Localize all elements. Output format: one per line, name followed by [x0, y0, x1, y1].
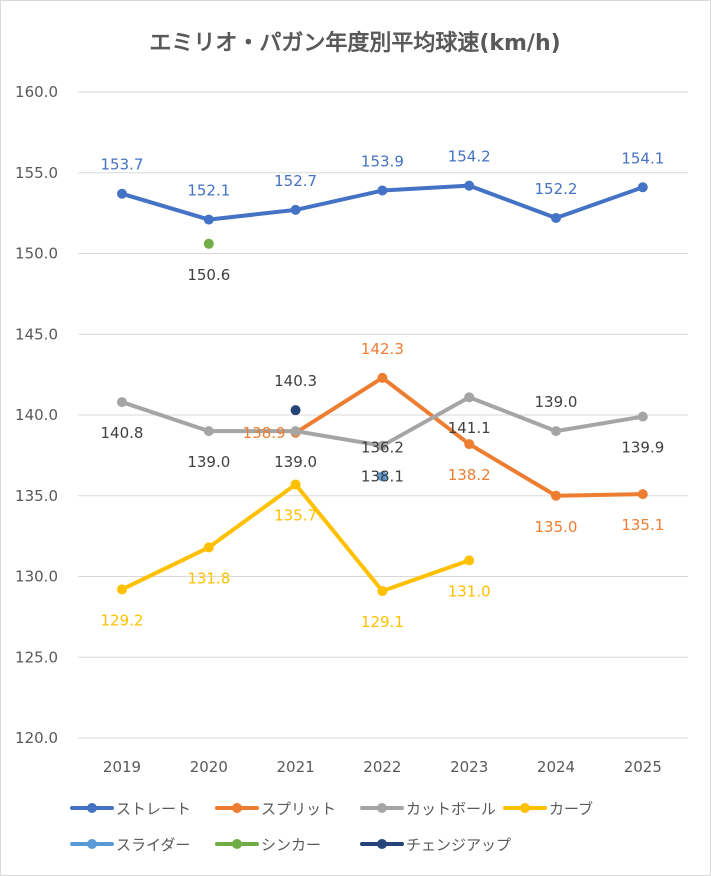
data-label: 139.9: [621, 439, 664, 457]
data-label: 150.6: [187, 266, 230, 284]
data-point[interactable]: [551, 490, 561, 501]
y-tick-label: 135.0: [15, 487, 58, 505]
y-tick-label: 125.0: [15, 648, 58, 666]
data-point[interactable]: [203, 214, 214, 225]
data-label: 135.7: [274, 506, 317, 524]
data-point[interactable]: [117, 188, 127, 199]
data-label: 139.0: [274, 453, 317, 471]
data-point[interactable]: [117, 397, 127, 408]
legend-item[interactable]: シンカー: [215, 836, 321, 854]
x-tick-label: 2024: [537, 758, 575, 776]
data-point[interactable]: [290, 204, 301, 215]
y-tick-label: 155.0: [15, 164, 58, 182]
legend-label: ストレート: [116, 800, 191, 818]
data-label: 154.1: [621, 149, 664, 167]
data-point[interactable]: [464, 180, 475, 191]
data-point[interactable]: [377, 586, 388, 597]
x-tick-label: 2023: [450, 758, 488, 776]
data-label: 138.9: [243, 424, 286, 442]
data-point[interactable]: [377, 471, 388, 482]
data-point[interactable]: [637, 182, 648, 193]
data-label: 139.0: [187, 453, 230, 471]
data-point[interactable]: [117, 584, 127, 595]
data-label: 142.3: [361, 340, 404, 358]
data-point[interactable]: [377, 185, 388, 196]
x-tick-label: 2020: [190, 758, 228, 776]
data-point[interactable]: [290, 405, 301, 416]
data-point[interactable]: [290, 426, 301, 437]
data-point[interactable]: [290, 479, 301, 490]
legend-marker-icon: [232, 803, 242, 813]
legend-marker-icon: [377, 803, 387, 813]
legend-item[interactable]: スライダー: [70, 836, 190, 854]
chart-title: エミリオ・パガン年度別平均球速(km/h): [149, 30, 560, 56]
x-tick-label: 2021: [277, 758, 315, 776]
y-tick-label: 130.0: [15, 568, 58, 586]
legend-label: シンカー: [261, 836, 321, 854]
legend-label: カーブ: [549, 800, 593, 818]
legend-label: スライダー: [116, 836, 190, 854]
data-label: 136.2: [361, 438, 404, 456]
data-label: 153.9: [361, 153, 404, 171]
data-label: 152.1: [187, 182, 230, 200]
legend-item[interactable]: カーブ: [503, 800, 593, 818]
y-tick-label: 120.0: [15, 729, 58, 747]
data-label: 131.0: [448, 582, 491, 600]
legend-marker-icon: [377, 839, 387, 849]
legend-item[interactable]: チェンジアップ: [360, 836, 511, 854]
data-label: 140.8: [101, 424, 144, 442]
data-label: 152.7: [274, 172, 317, 190]
legend-item[interactable]: スプリット: [215, 800, 336, 818]
x-tick-label: 2019: [103, 758, 141, 776]
legend-label: スプリット: [261, 800, 336, 818]
data-point[interactable]: [551, 426, 561, 437]
data-point[interactable]: [377, 440, 388, 451]
data-label: 152.2: [535, 180, 578, 198]
series-line: [121, 482, 470, 594]
data-label: 129.2: [101, 611, 144, 629]
data-label: 138.2: [448, 466, 491, 484]
data-point[interactable]: [464, 439, 475, 450]
data-label: 129.1: [361, 613, 404, 631]
y-tick-label: 150.0: [15, 245, 58, 263]
data-point[interactable]: [203, 426, 214, 437]
x-tick-label: 2022: [363, 758, 401, 776]
x-tick-label: 2025: [624, 758, 662, 776]
legend-marker-icon: [520, 803, 530, 813]
data-point[interactable]: [203, 238, 214, 249]
data-label: 139.0: [535, 393, 578, 411]
y-tick-label: 145.0: [15, 325, 58, 343]
legend-item[interactable]: ストレート: [70, 800, 191, 818]
data-label: 140.3: [274, 372, 317, 390]
legend-marker-icon: [87, 839, 97, 849]
data-point[interactable]: [551, 212, 561, 223]
data-label: 131.8: [187, 569, 230, 587]
data-label: 154.2: [448, 148, 491, 166]
legend-label: カットボール: [406, 800, 496, 818]
y-tick-label: 160.0: [15, 83, 58, 101]
data-point[interactable]: [464, 555, 475, 566]
data-label: 135.0: [535, 518, 578, 536]
legend-label: チェンジアップ: [406, 836, 511, 854]
legend-marker-icon: [232, 839, 242, 849]
data-point[interactable]: [637, 411, 648, 422]
data-point[interactable]: [464, 392, 475, 403]
data-label: 153.7: [101, 156, 144, 174]
legend-item[interactable]: カットボール: [360, 800, 496, 818]
data-point[interactable]: [203, 542, 214, 553]
data-point[interactable]: [377, 372, 388, 383]
y-tick-label: 140.0: [15, 406, 58, 424]
data-label: 141.1: [448, 419, 491, 437]
data-label: 138.1: [361, 468, 404, 486]
legend-marker-icon: [87, 803, 97, 813]
data-point[interactable]: [637, 489, 648, 500]
data-label: 135.1: [621, 516, 664, 534]
